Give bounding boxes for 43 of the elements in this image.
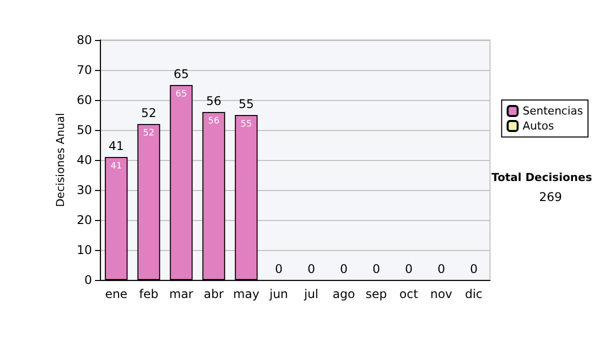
text: Total Decisiones [492, 171, 592, 184]
x-tick-label: mar [169, 287, 194, 301]
total-label: 65 [174, 67, 189, 81]
data-label: 41 [110, 162, 122, 172]
total-label: 0 [437, 262, 446, 276]
total-label: 0 [340, 262, 348, 276]
y-tick-label: 40 [76, 153, 92, 167]
legend-label: Autos [522, 120, 554, 132]
data-label: 65 [176, 90, 187, 100]
total-label: 0 [470, 262, 478, 276]
data-label: 52 [143, 128, 154, 138]
y-tick-label: 50 [76, 123, 92, 137]
text: 269 [539, 190, 562, 204]
y-tick-label: 70 [76, 63, 92, 77]
total-label: 56 [206, 94, 222, 108]
y-axis-title: Decisiones Anual [54, 112, 67, 208]
y-tick-label: 20 [76, 213, 92, 227]
x-tick-label: sep [366, 287, 387, 301]
total-label: 0 [274, 262, 283, 276]
legend-label: Sentencias [522, 104, 584, 118]
total-label: 41 [108, 139, 124, 153]
y-tick-label: 80 [76, 33, 92, 47]
x-tick-label: dic [464, 287, 483, 301]
x-tick-label: nov [430, 287, 452, 301]
total-label: 0 [404, 262, 413, 276]
y-tick-label: 60 [76, 93, 92, 107]
total-label: 55 [238, 97, 254, 111]
total-label: 0 [372, 262, 380, 276]
x-tick-label: oct [399, 287, 418, 301]
total-label: 52 [141, 106, 156, 120]
data-label: 56 [208, 116, 220, 126]
y-tick-label: 10 [76, 243, 92, 257]
total-label: 0 [307, 262, 316, 276]
data-label: 55 [240, 120, 252, 130]
x-tick-label: feb [139, 287, 158, 301]
x-tick-label: jun [268, 287, 288, 301]
x-tick-label: ene [105, 287, 128, 301]
x-tick-label: abr [204, 287, 224, 301]
x-tick-label: ago [332, 287, 355, 301]
x-tick-label: jul [303, 287, 318, 301]
y-tick-label: 0 [84, 273, 92, 287]
y-tick-label: 30 [76, 183, 92, 197]
x-tick-label: may [233, 287, 260, 301]
